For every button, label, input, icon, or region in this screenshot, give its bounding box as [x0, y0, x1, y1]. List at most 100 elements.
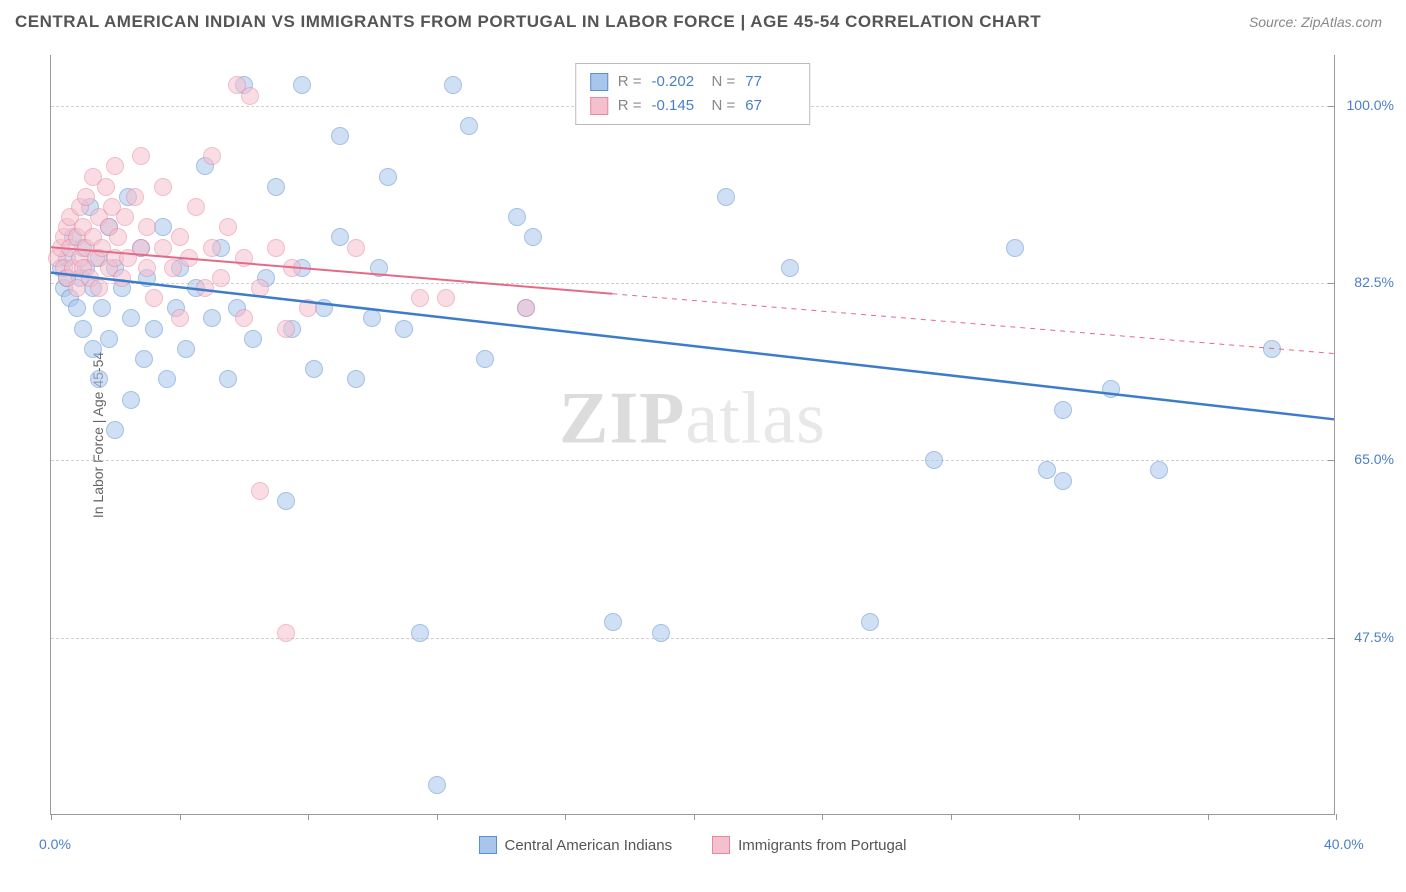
data-point — [444, 76, 462, 94]
data-point — [267, 239, 285, 257]
legend: Central American Indians Immigrants from… — [479, 836, 907, 854]
series-2-swatch-icon — [590, 97, 608, 115]
data-point — [116, 208, 134, 226]
data-point — [90, 279, 108, 297]
data-point — [164, 259, 182, 277]
gridline — [51, 638, 1334, 639]
data-point — [517, 299, 535, 317]
data-point — [241, 87, 259, 105]
x-tick — [308, 814, 309, 820]
x-tick — [1079, 814, 1080, 820]
data-point — [251, 482, 269, 500]
data-point — [187, 198, 205, 216]
data-point — [113, 269, 131, 287]
data-point — [145, 320, 163, 338]
legend-label: Immigrants from Portugal — [738, 837, 906, 854]
data-point — [106, 421, 124, 439]
data-point — [925, 451, 943, 469]
data-point — [74, 320, 92, 338]
y-tick — [1328, 106, 1334, 107]
x-tick — [951, 814, 952, 820]
data-point — [126, 188, 144, 206]
data-point — [235, 309, 253, 327]
data-point — [277, 624, 295, 642]
data-point — [331, 228, 349, 246]
data-point — [138, 218, 156, 236]
x-tick — [822, 814, 823, 820]
stats-row-series-1: R = -0.202 N = 77 — [590, 70, 796, 94]
stats-row-series-2: R = -0.145 N = 67 — [590, 94, 796, 118]
data-point — [154, 178, 172, 196]
data-point — [1038, 461, 1056, 479]
data-point — [1102, 380, 1120, 398]
data-point — [524, 228, 542, 246]
data-point — [347, 239, 365, 257]
data-point — [177, 340, 195, 358]
x-tick — [51, 814, 52, 820]
y-tick-label: 100.0% — [1347, 97, 1394, 113]
data-point — [68, 299, 86, 317]
data-point — [363, 309, 381, 327]
data-point — [132, 239, 150, 257]
chart-container: CENTRAL AMERICAN INDIAN VS IMMIGRANTS FR… — [0, 0, 1406, 892]
data-point — [411, 624, 429, 642]
data-point — [1150, 461, 1168, 479]
data-point — [781, 259, 799, 277]
data-point — [1006, 239, 1024, 257]
data-point — [251, 279, 269, 297]
series-1-swatch-icon — [590, 73, 608, 91]
data-point — [180, 249, 198, 267]
legend-label: Central American Indians — [505, 837, 673, 854]
data-point — [305, 360, 323, 378]
legend-item-1: Central American Indians — [479, 836, 673, 854]
plot-area: ZIPatlas In Labor Force | Age 45-54 R = … — [50, 55, 1335, 815]
data-point — [277, 492, 295, 510]
legend-swatch-icon — [479, 836, 497, 854]
data-point — [437, 289, 455, 307]
data-point — [331, 127, 349, 145]
data-point — [604, 613, 622, 631]
y-tick-label: 47.5% — [1354, 629, 1394, 645]
data-point — [196, 279, 214, 297]
data-point — [283, 259, 301, 277]
x-tick — [565, 814, 566, 820]
data-point — [1054, 401, 1072, 419]
y-tick-label: 65.0% — [1354, 451, 1394, 467]
x-tick — [437, 814, 438, 820]
data-point — [138, 259, 156, 277]
data-point — [717, 188, 735, 206]
x-tick — [1336, 814, 1337, 820]
stats-legend-box: R = -0.202 N = 77 R = -0.145 N = 67 — [575, 63, 811, 125]
data-point — [109, 228, 127, 246]
data-point — [411, 289, 429, 307]
data-point — [154, 218, 172, 236]
x-tick-label: 0.0% — [39, 836, 71, 852]
y-tick — [1328, 460, 1334, 461]
data-point — [428, 776, 446, 794]
source-label: Source: ZipAtlas.com — [1249, 14, 1382, 30]
data-point — [122, 309, 140, 327]
data-point — [460, 117, 478, 135]
data-point — [299, 299, 317, 317]
data-point — [97, 178, 115, 196]
y-tick — [1328, 638, 1334, 639]
trend-line-dashed — [612, 294, 1334, 354]
y-tick — [1328, 283, 1334, 284]
legend-swatch-icon — [712, 836, 730, 854]
trend-line — [51, 273, 1334, 420]
data-point — [90, 370, 108, 388]
data-point — [203, 147, 221, 165]
data-point — [370, 259, 388, 277]
gridline — [51, 283, 1334, 284]
data-point — [315, 299, 333, 317]
data-point — [861, 613, 879, 631]
y-tick-label: 82.5% — [1354, 274, 1394, 290]
data-point — [347, 370, 365, 388]
x-tick — [1208, 814, 1209, 820]
data-point — [93, 299, 111, 317]
data-point — [122, 391, 140, 409]
data-point — [277, 320, 295, 338]
legend-item-2: Immigrants from Portugal — [712, 836, 906, 854]
data-point — [235, 249, 253, 267]
data-point — [652, 624, 670, 642]
